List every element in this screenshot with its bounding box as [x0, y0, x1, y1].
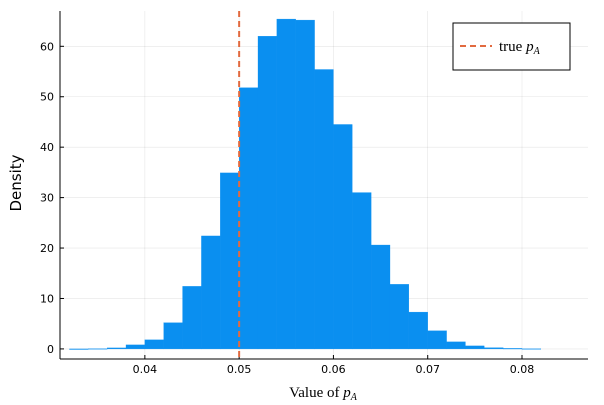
x-tick-label: 0.04 [133, 363, 158, 376]
histogram-bar [106, 347, 127, 350]
histogram-bar [201, 235, 221, 350]
y-tick-label: 10 [40, 292, 54, 305]
y-axis-ticks: 0 10 20 30 40 50 60 [40, 40, 64, 356]
y-tick-label: 30 [40, 192, 54, 205]
axes [59, 11, 588, 360]
legend-label-prefix: true [499, 39, 526, 55]
histogram-bar [408, 311, 428, 350]
histogram-bar [502, 348, 523, 350]
x-tick-label: 0.08 [510, 363, 535, 376]
histogram-bar [69, 348, 89, 350]
histogram-bar [465, 345, 485, 350]
histogram-bar [521, 348, 542, 350]
x-axis-ticks: 0.04 0.05 0.06 0.07 0.08 [133, 355, 535, 376]
x-tick-label: 0.07 [415, 363, 440, 376]
histogram-bar [352, 192, 372, 350]
x-axis-title-prefix: Value of [289, 385, 343, 401]
histogram-bars [69, 18, 542, 350]
histogram-bar [295, 19, 315, 350]
histogram-bar [276, 18, 296, 350]
histogram-bar [163, 322, 183, 350]
y-tick-label: 40 [40, 141, 54, 154]
y-tick-label: 50 [40, 91, 54, 104]
histogram-bar [125, 344, 146, 350]
histogram-bar [314, 69, 334, 350]
histogram-bar [333, 124, 353, 350]
x-tick-label: 0.05 [227, 363, 252, 376]
x-axis-title-var: p [342, 385, 351, 401]
y-tick-label: 20 [40, 242, 54, 255]
histogram-bar [257, 36, 278, 350]
histogram-bar [427, 330, 447, 350]
histogram-bar [446, 341, 466, 350]
histogram-bar [144, 339, 164, 350]
legend-label-sub: A [533, 46, 541, 57]
legend-label: true pA [499, 39, 541, 57]
legend-label-var: p [525, 39, 534, 55]
x-axis-title-sub: A [350, 392, 358, 403]
histogram-bar [484, 347, 504, 350]
histogram-bar [389, 284, 410, 350]
histogram-bar [238, 87, 259, 350]
histogram-bar [220, 172, 240, 350]
y-axis-title: Density [7, 154, 25, 211]
y-tick-label: 0 [47, 343, 54, 356]
histogram-bar [88, 348, 108, 350]
x-tick-label: 0.06 [321, 363, 346, 376]
histogram-bar [370, 244, 391, 350]
histogram-bar [182, 286, 202, 350]
y-tick-label: 60 [40, 40, 54, 53]
legend: true pA [452, 22, 571, 71]
x-axis-title: Value of pA [289, 385, 358, 403]
